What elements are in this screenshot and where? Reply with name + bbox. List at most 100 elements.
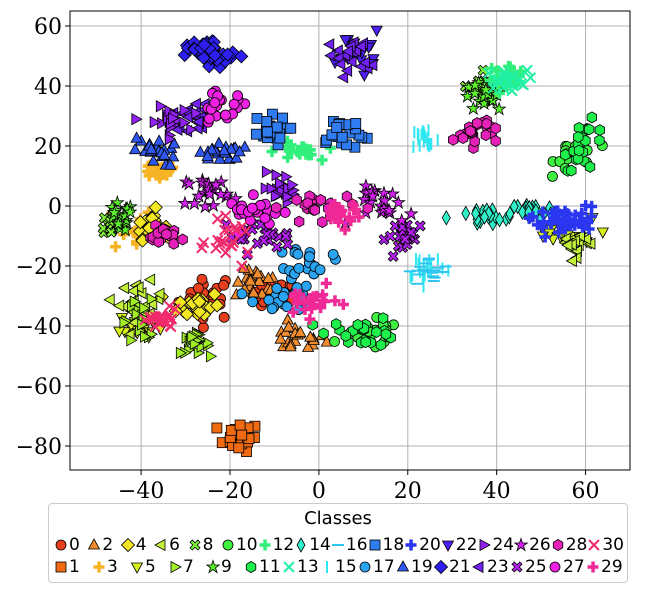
y-tick-label: −80	[16, 435, 62, 460]
series-19-point	[230, 151, 243, 163]
series-24-point	[191, 107, 203, 120]
series-20-point	[539, 231, 551, 243]
series-12-point	[303, 144, 315, 156]
series-0-point	[193, 282, 204, 294]
series-18-point	[285, 122, 297, 134]
series-29-points	[287, 198, 365, 325]
series-30-point	[215, 235, 228, 248]
series-0-point	[196, 273, 208, 285]
series-7-point	[187, 330, 199, 344]
legend-marker-7	[170, 560, 182, 574]
series-19-point	[147, 154, 160, 166]
legend-label: 1	[69, 557, 80, 577]
legend-label: 27	[563, 557, 585, 577]
series-1-point	[233, 442, 245, 454]
series-28-point	[315, 193, 326, 206]
series-30-point	[236, 260, 248, 272]
series-25-point	[271, 241, 283, 253]
series-30-point	[219, 246, 232, 259]
series-18-point	[350, 118, 362, 129]
series-23-point	[322, 38, 335, 51]
series-23-point	[366, 58, 378, 72]
series-20-point	[553, 227, 565, 238]
series-24-point	[131, 113, 143, 126]
series-3-point	[110, 241, 121, 253]
legend-marker-25	[511, 561, 523, 573]
series-24-point	[179, 116, 191, 129]
series-23-point	[345, 55, 357, 68]
series-29-point	[319, 296, 331, 308]
series-26-point	[394, 212, 410, 228]
legend-label: 18	[382, 535, 405, 555]
series-14-point	[471, 205, 481, 222]
series-30-point	[146, 312, 158, 324]
series-29-point	[291, 298, 303, 309]
series-20-point	[569, 209, 581, 221]
series-19-point	[233, 145, 246, 157]
series-24-point	[275, 177, 287, 190]
series-6-point	[153, 287, 165, 300]
series-9-point	[106, 204, 122, 220]
series-24-point	[179, 104, 191, 117]
series-17-point	[278, 291, 289, 302]
legend-marker-17	[359, 561, 371, 573]
series-20-point	[545, 217, 557, 229]
series-30-point	[211, 213, 224, 225]
legend-label: 11	[259, 557, 281, 577]
series-14-point	[495, 211, 504, 228]
series-29-point	[320, 277, 332, 289]
series-12-point	[282, 135, 293, 147]
series-12-point	[486, 63, 498, 74]
legend-marker-0	[55, 539, 67, 551]
series-2-point	[231, 275, 245, 287]
x-tick-label: 20	[394, 479, 422, 500]
series-20-point	[527, 211, 539, 223]
series-20-point	[580, 200, 592, 212]
series-26-point	[186, 195, 202, 211]
series-23-points	[166, 36, 378, 138]
series-26-point	[181, 176, 197, 191]
series-18-point	[250, 128, 262, 140]
x-tick-label: −20	[207, 479, 253, 500]
series-5-point	[596, 227, 609, 239]
legend-marker-10	[222, 539, 234, 551]
series-28-point	[161, 228, 172, 241]
series-20-point	[559, 208, 571, 220]
series-5-point	[113, 326, 126, 338]
series-12-point	[324, 142, 336, 154]
series-21-point	[202, 59, 217, 74]
series-2-point	[274, 332, 287, 344]
legend-label: 2	[102, 535, 114, 555]
series-28-point	[490, 122, 501, 135]
series-14-point	[480, 209, 489, 225]
series-11-point	[377, 312, 389, 325]
series-7-point	[205, 350, 218, 363]
series-9-points	[104, 74, 507, 237]
series-23-point	[341, 45, 354, 58]
series-11-point	[375, 339, 387, 351]
series-26-point	[381, 202, 397, 217]
series-13-point	[506, 85, 518, 97]
series-23-point	[336, 71, 349, 84]
series-11-point	[584, 123, 595, 136]
series-19-points	[128, 131, 251, 170]
series-20-point	[531, 219, 543, 231]
legend-label: 13	[297, 557, 319, 577]
legend-marker-19	[396, 560, 410, 572]
legend-entry-3: 3	[92, 556, 130, 578]
scatter-chart: −40 −20 0 20 40 60 60 40 20 0 −20 −40 −60 −80	[16, 10, 631, 500]
series-19-point	[130, 131, 143, 143]
legend-marker-3	[93, 561, 105, 573]
series-11-point	[572, 152, 584, 165]
legend-label: 25	[525, 557, 547, 577]
series-19-point	[217, 143, 231, 156]
series-17-points	[236, 244, 341, 316]
series-18-points	[250, 108, 373, 153]
series-28-point	[465, 125, 476, 138]
legend-marker-5	[130, 562, 144, 574]
series-19-point	[201, 149, 214, 161]
series-26-point	[202, 186, 218, 201]
series-29-point	[298, 295, 310, 307]
series-26-point	[365, 188, 381, 203]
series-12-point	[292, 144, 304, 156]
